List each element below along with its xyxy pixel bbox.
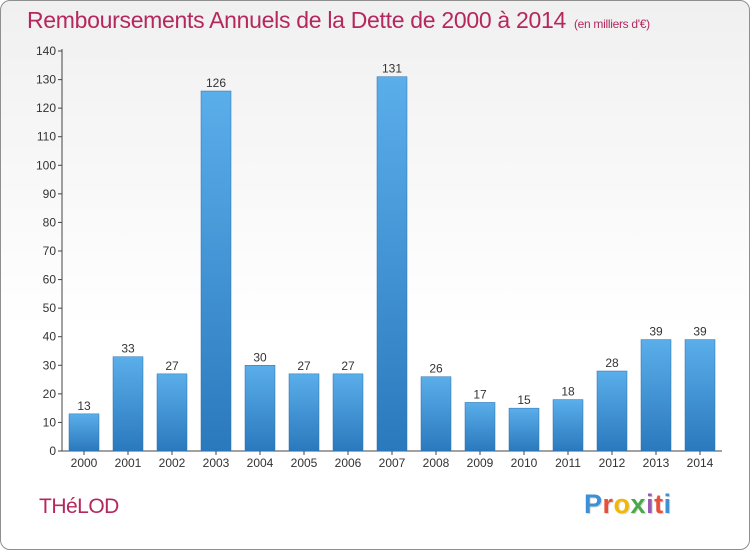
x-tick-label: 2007 (379, 456, 406, 470)
x-tick-label: 2006 (335, 456, 362, 470)
commune-name: THéLOD (39, 495, 119, 518)
bar (376, 76, 408, 452)
data-label: 131 (382, 62, 402, 76)
x-tick-label: 2001 (115, 456, 142, 470)
bar (596, 370, 628, 452)
data-label: 33 (121, 342, 135, 356)
x-tick-label: 2002 (159, 456, 186, 470)
bar (464, 402, 496, 452)
logo-letter: P (584, 489, 603, 519)
y-tick-label: 110 (37, 130, 56, 144)
y-tick-label: 10 (43, 415, 57, 429)
data-label: 18 (561, 385, 575, 399)
y-tick-label: 50 (43, 301, 57, 315)
logo-letter: x (630, 489, 647, 519)
y-tick-label: 100 (36, 158, 56, 172)
axes: 0 10 20 30 40 50 60 70 80 90 100 110 120 130 140 2000 20… (36, 44, 722, 470)
data-label: 26 (429, 362, 443, 376)
data-label: 17 (473, 387, 487, 401)
data-label: 126 (206, 76, 226, 90)
data-label: 39 (649, 325, 663, 339)
data-label: 27 (165, 359, 179, 373)
logo-letter: i (646, 489, 655, 519)
logo-letter: i (663, 489, 672, 519)
y-tick-label: 90 (43, 187, 57, 201)
bar (420, 376, 452, 452)
x-tick-label: 2011 (555, 456, 581, 470)
bar (68, 413, 100, 452)
data-label: 30 (253, 350, 267, 364)
y-tick-label: 140 (36, 44, 56, 58)
x-tick-label: 2009 (467, 456, 494, 470)
bar (112, 356, 144, 452)
logo-letter: t (654, 489, 664, 519)
bar (332, 373, 364, 452)
bars: 13 33 27 126 30 27 27 131 26 17 15 18 28 39 39 (68, 62, 716, 452)
bar (288, 373, 320, 452)
data-label: 13 (77, 399, 91, 413)
bar (684, 339, 716, 452)
bar (508, 407, 540, 452)
data-label: 39 (693, 325, 707, 339)
x-tick-label: 2005 (291, 456, 318, 470)
y-tick-label: 30 (43, 358, 57, 372)
x-tick-label: 2008 (423, 456, 450, 470)
bar (156, 373, 188, 452)
y-tick-label: 70 (43, 244, 57, 258)
y-tick-label: 0 (49, 444, 56, 458)
y-tick-label: 130 (36, 73, 56, 87)
y-tick-label: 80 (43, 215, 57, 229)
x-tick-label: 2012 (599, 456, 626, 470)
x-tick-label: 2013 (643, 456, 670, 470)
title-text: Remboursements Annuels de la Dette de 20… (27, 7, 566, 33)
data-label: 28 (605, 356, 619, 370)
bar (640, 339, 672, 452)
y-tick-label: 40 (43, 330, 57, 344)
x-tick-label: 2000 (71, 456, 98, 470)
y-tick-label: 20 (43, 387, 57, 401)
bar (200, 90, 232, 452)
x-tick-label: 2004 (247, 456, 274, 470)
data-label: 27 (341, 359, 355, 373)
x-tick-label: 2003 (203, 456, 230, 470)
data-label: 27 (297, 359, 311, 373)
unit-label: (en milliers d'€) (573, 17, 650, 31)
chart-title: Remboursements Annuels de la Dette de 20… (27, 7, 650, 34)
proxiti-logo[interactable]: Proxiti (584, 489, 672, 520)
y-tick-label: 120 (36, 101, 56, 115)
bar (552, 399, 584, 452)
x-tick-label: 2010 (511, 456, 538, 470)
logo-letter: r (602, 489, 614, 519)
x-tick-label: 2014 (687, 456, 714, 470)
bar (244, 365, 276, 452)
logo-letter: o (613, 489, 631, 519)
data-label: 15 (517, 393, 531, 407)
y-tick-label: 60 (43, 273, 57, 287)
